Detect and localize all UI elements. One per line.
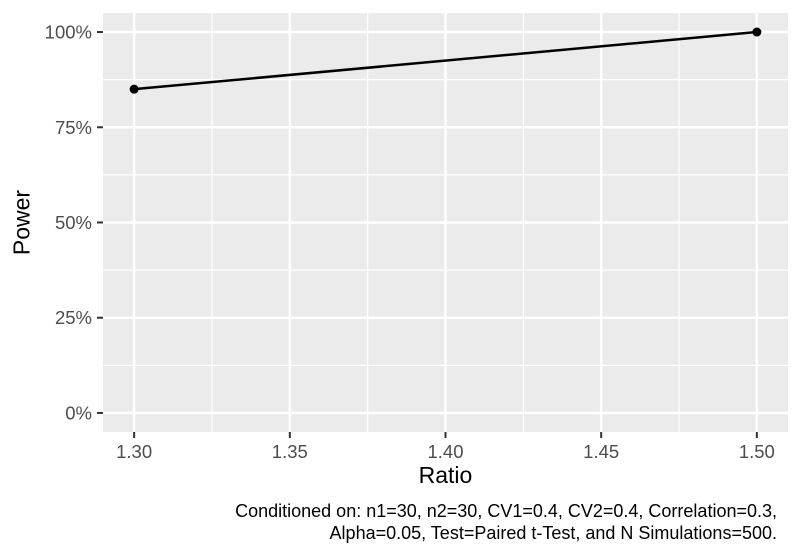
x-tick-label: 1.30 [116, 441, 152, 462]
y-tick-label: 75% [55, 117, 92, 138]
data-point [129, 84, 139, 94]
caption-line-1: Conditioned on: n1=30, n2=30, CV1=0.4, C… [235, 501, 777, 521]
y-tick-label: 0% [65, 402, 92, 423]
y-tick-label: 50% [55, 212, 92, 233]
x-axis-title: Ratio [418, 462, 473, 488]
x-tick-label: 1.45 [583, 441, 619, 462]
y-tick-label: 25% [55, 307, 92, 328]
line-chart: 1.30 1.35 1.40 1.45 1.50 0% 25% 50% 75% 100% [45, 13, 788, 462]
x-tick-label: 1.40 [427, 441, 463, 462]
x-tick-label: 1.35 [272, 441, 308, 462]
data-point [752, 27, 762, 37]
x-tick-label: 1.50 [739, 441, 775, 462]
data-line [132, 30, 759, 91]
chart-caption: Conditioned on: n1=30, n2=30, CV1=0.4, C… [235, 500, 777, 544]
y-tick-label: 100% [45, 22, 92, 43]
y-axis-title: Power [8, 189, 35, 256]
caption-line-2: Alpha=0.05, Test=Paired t-Test, and N Si… [329, 523, 777, 543]
